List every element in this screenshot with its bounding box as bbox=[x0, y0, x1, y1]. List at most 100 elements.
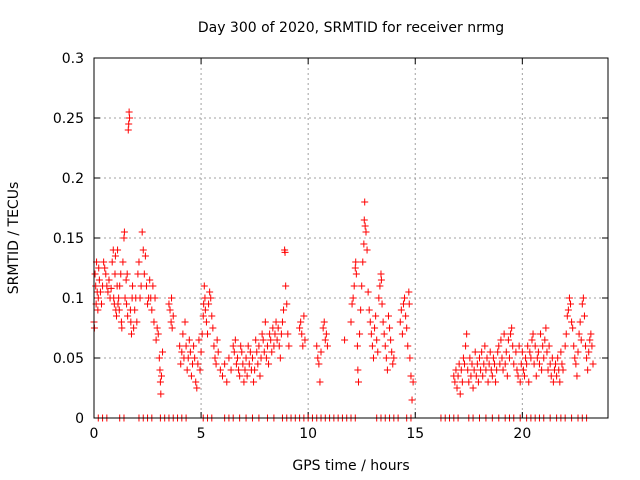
data-point bbox=[538, 366, 546, 374]
data-point bbox=[241, 366, 249, 374]
data-point bbox=[580, 312, 588, 320]
data-point bbox=[231, 336, 239, 344]
data-point bbox=[588, 342, 596, 350]
data-point bbox=[587, 330, 595, 338]
data-point bbox=[191, 354, 199, 362]
data-point bbox=[471, 348, 479, 356]
data-point bbox=[114, 300, 122, 308]
data-point bbox=[537, 330, 545, 338]
data-point bbox=[315, 360, 323, 368]
data-point bbox=[239, 360, 247, 368]
data-point bbox=[123, 270, 131, 278]
data-point bbox=[350, 282, 358, 290]
data-point bbox=[573, 372, 581, 380]
data-point bbox=[261, 318, 269, 326]
data-point bbox=[141, 252, 149, 260]
data-point bbox=[282, 282, 290, 290]
data-point bbox=[484, 378, 492, 386]
data-point bbox=[321, 336, 329, 344]
data-point bbox=[281, 248, 289, 256]
data-point bbox=[532, 372, 540, 380]
data-point bbox=[398, 330, 406, 338]
data-point bbox=[352, 258, 360, 266]
data-point bbox=[274, 324, 282, 332]
data-point bbox=[473, 360, 481, 368]
data-point bbox=[520, 372, 528, 380]
data-point bbox=[232, 360, 240, 368]
y-tick-label: 0.25 bbox=[53, 111, 84, 127]
data-point bbox=[377, 276, 385, 284]
data-point bbox=[365, 306, 373, 314]
data-point bbox=[356, 330, 364, 338]
data-point bbox=[244, 342, 252, 350]
data-point bbox=[544, 366, 552, 374]
data-point bbox=[387, 336, 395, 344]
data-point bbox=[181, 318, 189, 326]
y-tick-label: 0.05 bbox=[53, 351, 84, 367]
data-point bbox=[317, 348, 325, 356]
data-point bbox=[240, 378, 248, 386]
data-point bbox=[457, 366, 465, 374]
data-point bbox=[238, 348, 246, 356]
data-point bbox=[211, 354, 219, 362]
data-point bbox=[184, 354, 192, 362]
data-point bbox=[406, 354, 414, 362]
data-point bbox=[182, 342, 190, 350]
data-point bbox=[552, 360, 560, 368]
data-point bbox=[528, 336, 536, 344]
data-point bbox=[301, 336, 309, 344]
data-point bbox=[176, 342, 184, 350]
data-point bbox=[114, 246, 122, 254]
data-point bbox=[561, 342, 569, 350]
data-point bbox=[144, 300, 152, 308]
data-point bbox=[379, 318, 387, 326]
y-tick-label: 0.15 bbox=[53, 231, 84, 247]
data-point bbox=[259, 336, 267, 344]
data-point bbox=[372, 312, 380, 320]
data-point bbox=[384, 312, 392, 320]
data-point bbox=[152, 336, 160, 344]
data-point bbox=[374, 348, 382, 356]
data-point bbox=[497, 336, 505, 344]
data-point bbox=[313, 342, 321, 350]
data-point bbox=[107, 284, 115, 292]
data-point bbox=[102, 270, 110, 278]
data-point bbox=[508, 324, 516, 332]
data-point bbox=[195, 336, 203, 344]
data-point bbox=[577, 336, 585, 344]
data-point bbox=[227, 366, 235, 374]
data-point bbox=[377, 270, 385, 278]
data-point bbox=[157, 390, 165, 398]
data-point bbox=[197, 348, 205, 356]
data-point bbox=[91, 270, 99, 278]
data-point bbox=[139, 246, 147, 254]
data-point bbox=[298, 330, 306, 338]
data-point bbox=[119, 258, 127, 266]
data-point bbox=[169, 312, 177, 320]
data-point bbox=[458, 378, 466, 386]
data-point bbox=[118, 324, 126, 332]
data-point bbox=[272, 318, 280, 326]
data-point bbox=[366, 318, 374, 326]
data-point bbox=[210, 342, 218, 350]
data-point bbox=[483, 354, 491, 362]
data-point bbox=[341, 336, 349, 344]
data-point bbox=[323, 342, 331, 350]
data-point bbox=[246, 348, 254, 356]
data-point bbox=[386, 324, 394, 332]
data-point bbox=[401, 294, 409, 302]
data-point bbox=[369, 354, 377, 362]
data-point bbox=[133, 318, 141, 326]
data-point bbox=[529, 330, 537, 338]
data-point bbox=[499, 366, 507, 374]
data-point bbox=[556, 378, 564, 386]
data-point bbox=[276, 354, 284, 362]
data-point bbox=[465, 378, 473, 386]
data-point bbox=[579, 294, 587, 302]
data-point bbox=[466, 354, 474, 362]
data-point bbox=[572, 360, 580, 368]
data-point bbox=[278, 318, 286, 326]
data-point bbox=[542, 324, 550, 332]
data-point bbox=[507, 330, 515, 338]
data-point bbox=[242, 354, 250, 362]
